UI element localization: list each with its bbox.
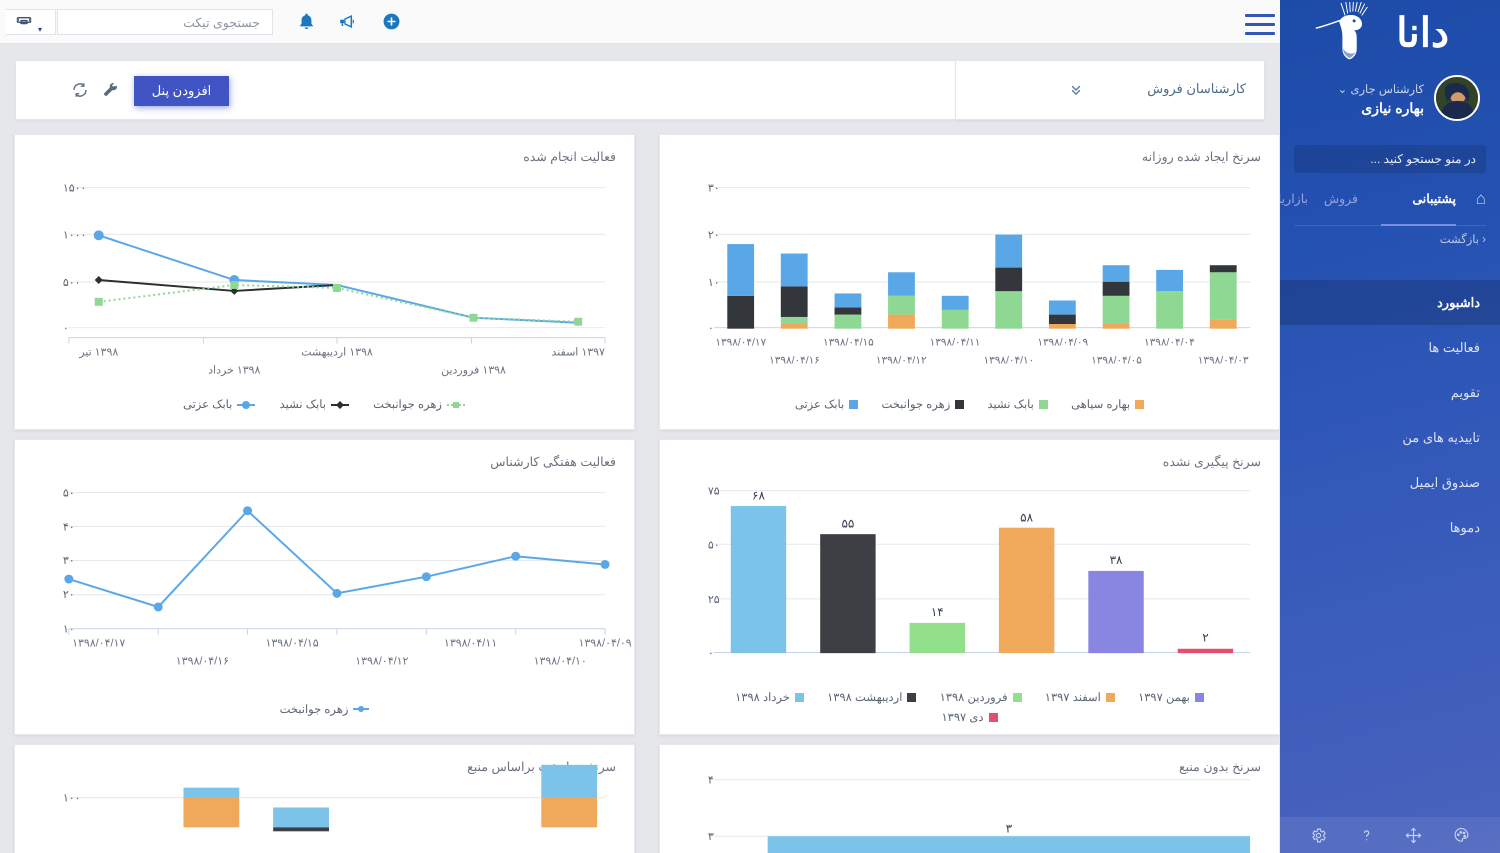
svg-text:۱۳۹۸/۰۴/۱۵: ۱۳۹۸/۰۴/۱۵ [823, 338, 874, 349]
svg-text:۱۳۹۸/۰۴/۱۲: ۱۳۹۸/۰۴/۱۲ [876, 355, 927, 366]
svg-text:۳۸: ۳۸ [1110, 553, 1123, 567]
svg-text:۴۰: ۴۰ [63, 521, 75, 533]
svg-text:۲: ۲ [1202, 631, 1208, 645]
svg-text:۱۳۹۸/۰۴/۱۶: ۱۳۹۸/۰۴/۱۶ [769, 355, 820, 366]
svg-text:۵۵: ۵۵ [841, 516, 854, 530]
svg-text:۵۸: ۵۸ [1020, 510, 1033, 524]
svg-text:۳۰: ۳۰ [708, 183, 720, 195]
svg-text:۰: ۰ [63, 323, 69, 335]
svg-text:۱۳۹۸ فروردین: ۱۳۹۸ فروردین [441, 364, 506, 376]
svg-text:۱۳۹۸/۰۴/۱۱: ۱۳۹۸/۰۴/۱۱ [444, 638, 497, 650]
svg-text:۳۰: ۳۰ [63, 555, 75, 567]
svg-text:۵۰: ۵۰ [63, 488, 75, 500]
svg-text:۵۰۰: ۵۰۰ [63, 277, 81, 289]
svg-text:۲۰: ۲۰ [63, 589, 75, 601]
svg-text:۲۰: ۲۰ [708, 229, 720, 241]
svg-text:۱۰۰: ۱۰۰ [63, 793, 81, 805]
svg-text:۱۳۹۸/۰۴/۱۱: ۱۳۹۸/۰۴/۱۱ [930, 338, 981, 349]
svg-text:۱۴: ۱۴ [931, 605, 944, 619]
svg-text:۲۵: ۲۵ [708, 594, 720, 606]
svg-text:۱۳۹۸/۰۴/۰۹: ۱۳۹۸/۰۴/۰۹ [1037, 338, 1088, 349]
svg-text:۶۸: ۶۸ [752, 489, 765, 503]
svg-text:۱۳۹۸ خرداد: ۱۳۹۸ خرداد [208, 364, 260, 376]
svg-text:۱۳۹۸/۰۴/۱۷: ۱۳۹۸/۰۴/۱۷ [72, 638, 125, 650]
svg-text:۱۳۹۸ تیر: ۱۳۹۸ تیر [78, 347, 118, 359]
svg-text:۱۳۹۸ اردیبهشت: ۱۳۹۸ اردیبهشت [301, 347, 373, 359]
svg-text:۱۳۹۸/۰۴/۰۵: ۱۳۹۸/۰۴/۰۵ [1091, 355, 1142, 366]
svg-text:۱۳۹۸/۰۴/۱۰: ۱۳۹۸/۰۴/۱۰ [534, 655, 587, 667]
svg-text:۱۳۹۸/۰۴/۱۶: ۱۳۹۸/۰۴/۱۶ [176, 655, 229, 667]
svg-text:۱۳۹۷ اسفند: ۱۳۹۷ اسفند [551, 347, 605, 359]
svg-text:۳: ۳ [1006, 821, 1013, 835]
svg-text:۱۰: ۱۰ [708, 277, 720, 289]
svg-text:دانا: دانا [1396, 9, 1449, 55]
svg-text:۱۳۹۸/۰۴/۱۷: ۱۳۹۸/۰۴/۱۷ [715, 338, 766, 349]
svg-text:۳: ۳ [708, 831, 714, 843]
svg-text:۱۵۰۰: ۱۵۰۰ [63, 183, 87, 195]
svg-text:۷۵: ۷۵ [708, 486, 720, 498]
svg-text:۴: ۴ [708, 775, 714, 787]
svg-text:۱۳۹۸/۰۴/۱۵: ۱۳۹۸/۰۴/۱۵ [266, 638, 319, 650]
svg-text:۰: ۰ [708, 323, 714, 335]
svg-text:۱۳۹۸/۰۴/۰۳: ۱۳۹۸/۰۴/۰۳ [1198, 355, 1249, 366]
svg-text:۱۳۹۸/۰۴/۰۴: ۱۳۹۸/۰۴/۰۴ [1144, 338, 1195, 349]
svg-text:۱۳۹۸/۰۴/۰۹: ۱۳۹۸/۰۴/۰۹ [579, 638, 632, 650]
svg-text:۰: ۰ [708, 648, 714, 660]
svg-text:۵۰: ۵۰ [708, 539, 720, 551]
svg-text:۱۰۰۰: ۱۰۰۰ [63, 229, 87, 241]
svg-text:۱۳۹۸/۰۴/۱۰: ۱۳۹۸/۰۴/۱۰ [983, 355, 1034, 366]
svg-text:۱۳۹۸/۰۴/۱۲: ۱۳۹۸/۰۴/۱۲ [355, 655, 408, 667]
